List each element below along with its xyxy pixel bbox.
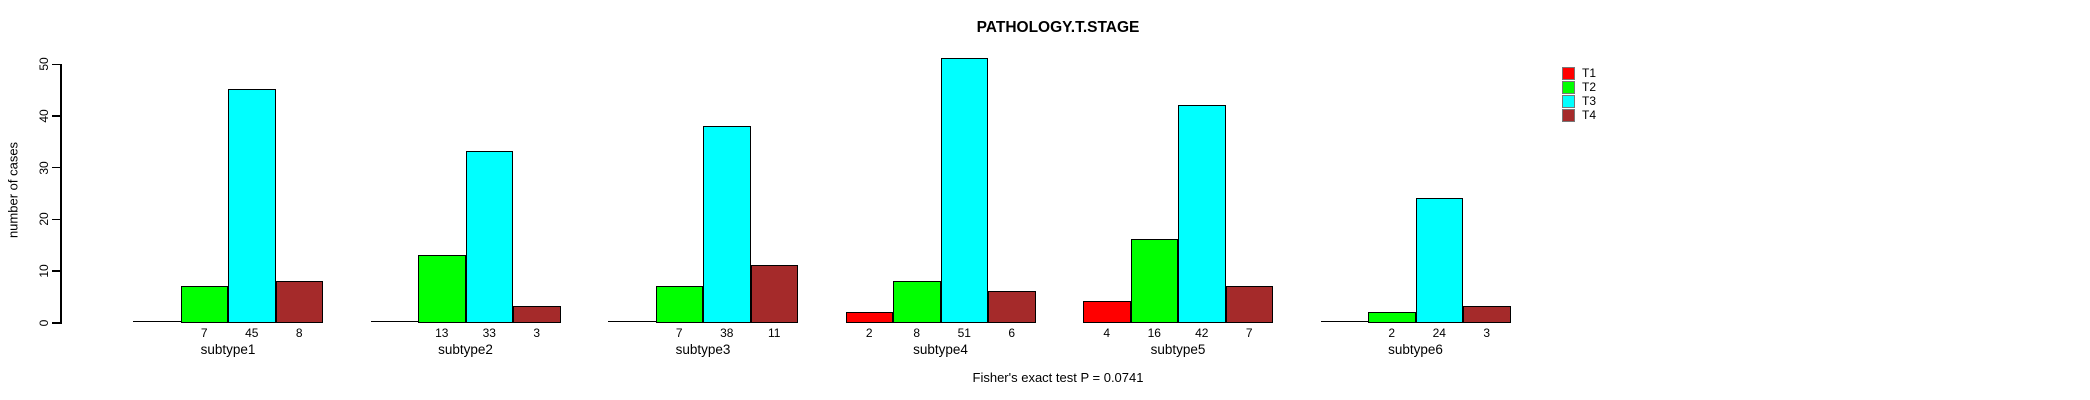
y-tick-label: 20 xyxy=(37,212,51,227)
legend-label: T2 xyxy=(1582,80,1597,94)
legend: T1 T2 T3 T4 xyxy=(1562,67,1596,123)
bar-t4-subtype5 xyxy=(1225,285,1273,324)
bar-t4-subtype2 xyxy=(513,306,561,324)
category-label-subtype1: subtype1 xyxy=(200,342,256,357)
bar-value-label: 2 xyxy=(865,326,873,340)
legend-label: T4 xyxy=(1582,108,1597,122)
bar-value-label: 16 xyxy=(1147,326,1161,340)
bar-t2-subtype4 xyxy=(893,280,941,324)
category-label-subtype5: subtype5 xyxy=(1150,342,1206,357)
bar-value-label: 45 xyxy=(245,326,259,340)
y-tick-mark xyxy=(52,322,60,324)
bar-value-label: 8 xyxy=(913,326,921,340)
bar-t3-subtype3 xyxy=(703,125,751,324)
legend-swatch-t3 xyxy=(1562,95,1575,108)
y-tick-mark xyxy=(52,270,60,272)
bar-value-label: 7 xyxy=(1245,326,1253,340)
bar-value-label: 33 xyxy=(482,326,496,340)
bar-value-label: 3 xyxy=(533,326,541,340)
y-axis-line xyxy=(60,63,62,324)
legend-item-t4: T4 xyxy=(1562,109,1596,122)
bar-t2-subtype1 xyxy=(180,285,228,324)
category-label-subtype3: subtype3 xyxy=(675,342,731,357)
zero-height-bar-t1-subtype3 xyxy=(608,321,656,323)
bar-t3-subtype2 xyxy=(465,151,513,324)
bar-t1-subtype4 xyxy=(845,311,893,324)
category-label-subtype4: subtype4 xyxy=(913,342,968,357)
y-tick-mark xyxy=(52,115,60,117)
legend-swatch-t2 xyxy=(1562,81,1575,94)
bar-value-label: 7 xyxy=(200,326,208,340)
legend-item-t3: T3 xyxy=(1562,95,1596,108)
bar-t3-subtype5 xyxy=(1178,104,1226,324)
y-tick-label: 40 xyxy=(37,109,51,123)
legend-label: T3 xyxy=(1582,94,1597,108)
bar-t2-subtype5 xyxy=(1130,239,1178,324)
bar-value-label: 8 xyxy=(295,326,303,340)
fisher-test-caption: Fisher's exact test P = 0.0741 xyxy=(972,370,1144,385)
bar-t4-subtype6 xyxy=(1463,306,1511,324)
zero-height-bar-t1-subtype2 xyxy=(370,321,418,323)
y-tick-label: 30 xyxy=(37,160,51,175)
bar-t1-subtype5 xyxy=(1083,301,1131,324)
bar-value-label: 42 xyxy=(1195,326,1209,340)
legend-item-t2: T2 xyxy=(1562,81,1596,94)
bar-t3-subtype1 xyxy=(228,89,276,324)
bar-value-label: 38 xyxy=(720,326,734,340)
y-tick-label: 10 xyxy=(37,264,51,278)
category-label-subtype6: subtype6 xyxy=(1388,342,1443,357)
legend-swatch-t4 xyxy=(1562,109,1575,122)
bar-value-label: 51 xyxy=(957,326,971,340)
bar-value-label: 3 xyxy=(1483,326,1491,340)
y-tick-mark xyxy=(52,218,60,221)
bar-t4-subtype3 xyxy=(750,265,798,324)
bar-value-label: 2 xyxy=(1388,326,1396,340)
bar-t2-subtype6 xyxy=(1368,311,1416,324)
y-tick-label: 50 xyxy=(37,57,51,71)
bar-value-label: 4 xyxy=(1103,326,1111,340)
bar-value-label: 7 xyxy=(675,326,683,340)
bar-t4-subtype1 xyxy=(275,280,323,324)
bar-t3-subtype4 xyxy=(940,58,988,324)
bar-t3-subtype6 xyxy=(1415,197,1463,324)
bar-t2-subtype3 xyxy=(655,285,703,324)
bar-value-label: 6 xyxy=(1008,326,1016,340)
y-tick-mark xyxy=(52,63,60,65)
chart-title: PATHOLOGY.T.STAGE xyxy=(976,19,1140,36)
bar-t4-subtype4 xyxy=(988,290,1036,324)
bar-t2-subtype2 xyxy=(418,254,466,324)
zero-height-bar-t1-subtype6 xyxy=(1320,321,1368,323)
zero-height-bar-t1-subtype1 xyxy=(133,321,181,323)
bar-value-label: 13 xyxy=(435,326,449,340)
legend-label: T1 xyxy=(1582,66,1597,80)
y-tick-label: 0 xyxy=(37,319,51,327)
legend-swatch-t1 xyxy=(1562,67,1575,80)
bar-value-label: 24 xyxy=(1432,326,1446,340)
bar-value-label: 11 xyxy=(768,326,781,340)
y-axis-title: number of cases xyxy=(5,141,21,239)
y-tick-mark xyxy=(52,166,60,169)
legend-item-t1: T1 xyxy=(1562,67,1596,80)
category-label-subtype2: subtype2 xyxy=(438,342,493,357)
